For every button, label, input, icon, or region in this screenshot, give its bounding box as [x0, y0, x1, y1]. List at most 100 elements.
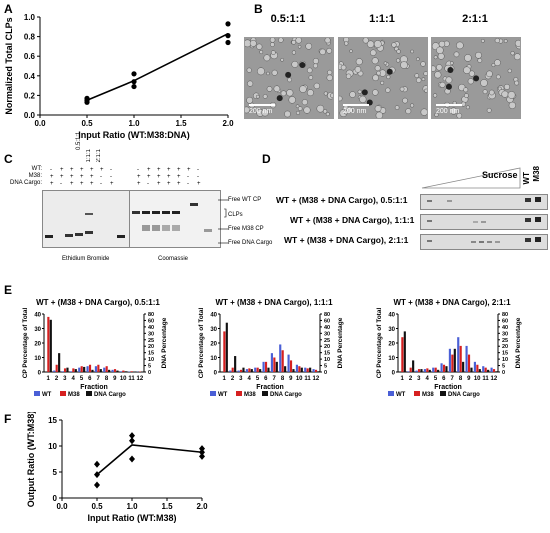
- bar-wt: [457, 337, 460, 372]
- legend-swatch: [388, 391, 394, 396]
- x-tick-label: 1: [46, 376, 50, 382]
- label-free-m38-cp: Free M38 CP: [228, 226, 264, 232]
- x-tick-label: 0.0: [34, 119, 46, 128]
- x-tick-label: 5: [80, 376, 84, 382]
- virus-particle: [421, 77, 426, 81]
- virus-particle: [438, 40, 446, 48]
- x-tick-label: 12: [136, 376, 143, 382]
- virus-particle: [486, 70, 493, 78]
- bar-m38: [130, 371, 133, 372]
- d-row-1: WT + (M38 + DNA Cargo), 1:1:1: [290, 215, 415, 225]
- virus-particle: [436, 64, 443, 71]
- virus-particle: [249, 39, 257, 47]
- y-tick-label-right: 5: [148, 364, 151, 370]
- bar-m38: [298, 366, 301, 372]
- y-axis-title: CP Percentage of Total: [198, 308, 205, 379]
- bar-dna-cargo: [420, 369, 423, 372]
- ratio-0.5: 0.5:1:1: [76, 131, 82, 150]
- x-tick-label: 0.5: [91, 502, 103, 511]
- y-tick-label-right: 40: [148, 325, 154, 331]
- virus-particle: [394, 105, 400, 110]
- legend-swatch: [440, 391, 446, 396]
- virus-particle: [468, 70, 475, 77]
- virus-particle: [255, 94, 260, 99]
- bar-dna-cargo: [250, 369, 253, 372]
- virus-particle: [383, 61, 388, 65]
- y-tick-label: 10: [48, 442, 57, 451]
- bar-m38: [451, 354, 454, 372]
- virus-particle: [416, 77, 422, 83]
- legend-swatch: [60, 391, 66, 396]
- svg-text:+: +: [177, 174, 181, 180]
- panel-label-b: B: [254, 2, 263, 16]
- x-tick-label: 2: [409, 376, 413, 382]
- virus-particle: [433, 55, 438, 60]
- d-gel-strip-1: [420, 214, 548, 230]
- y-tick-label-right: 10: [324, 357, 330, 363]
- x-tick-label: 3: [239, 376, 243, 382]
- bar-wt: [440, 363, 443, 372]
- x-tick-label: 1.0: [128, 119, 140, 128]
- y-axis-title-right: DNA Percentage: [337, 317, 344, 368]
- virus-particle: [449, 61, 454, 66]
- virus-particle: [330, 93, 333, 98]
- bar-m38: [434, 367, 437, 372]
- y-tick-label: 30: [34, 327, 41, 333]
- virus-particle: [496, 74, 501, 80]
- x-tick-label: 0.0: [56, 502, 68, 511]
- x-tick-label: 10: [296, 376, 303, 382]
- svg-text:+: +: [50, 181, 54, 187]
- data-point: [225, 21, 231, 27]
- bar-m38: [231, 367, 234, 372]
- virus-particle: [354, 66, 362, 73]
- legend-swatch: [236, 391, 242, 396]
- virus-particle: [257, 67, 265, 76]
- virus-particle: [245, 106, 250, 114]
- y-tick-label: 15: [48, 416, 57, 425]
- svg-text:+: +: [147, 174, 151, 180]
- virus-particle: [286, 89, 294, 97]
- d-row-0.5: WT + (M38 + DNA Cargo), 0.5:1:1: [276, 195, 408, 205]
- bar-dna-cargo: [462, 361, 465, 372]
- dark-spot: [285, 71, 292, 78]
- y-tick-label-right: 25: [502, 338, 508, 344]
- x-tick-label: 8: [281, 376, 285, 382]
- y-tick-label: 30: [210, 327, 217, 333]
- virus-particle: [376, 70, 381, 76]
- bar-wt: [295, 364, 298, 372]
- bar-m38: [409, 367, 412, 372]
- svg-text:+: +: [187, 167, 191, 173]
- y-tick-label-right: 60: [324, 318, 330, 324]
- virus-particle: [246, 96, 254, 104]
- x-tick-label: 1: [400, 376, 404, 382]
- y-tick-label: 10: [34, 356, 41, 362]
- y-tick-label: 30: [388, 327, 395, 333]
- virus-particle: [374, 105, 382, 112]
- y-tick-label-right: 15: [148, 351, 154, 357]
- em-title-0.5: 0.5:1:1: [270, 13, 306, 25]
- bar-m38: [105, 366, 108, 372]
- bar-dna-cargo: [309, 367, 312, 372]
- x-tick-label: 8: [105, 376, 109, 382]
- bar-dna-cargo: [445, 366, 448, 372]
- virus-particle: [503, 83, 510, 90]
- bar-m38: [47, 316, 50, 372]
- bar-wt: [423, 369, 426, 372]
- data-point: [225, 33, 231, 39]
- x-tick-label: 9: [467, 376, 471, 382]
- label-free-dna-cargo: Free DNA Cargo: [228, 240, 273, 246]
- x-tick-label: 3: [417, 376, 421, 382]
- virus-particle: [371, 57, 379, 65]
- x-tick-label: 6: [88, 376, 92, 382]
- data-point: [131, 83, 137, 90]
- dark-spot: [445, 83, 452, 90]
- bar-dna-cargo: [470, 367, 473, 372]
- x-tick-label: 7: [272, 376, 276, 382]
- x-tick-label: 2.0: [222, 119, 234, 128]
- svg-text:-: -: [60, 181, 62, 187]
- virus-particle: [287, 77, 292, 83]
- bar-wt: [78, 367, 81, 372]
- virus-particle: [370, 49, 377, 56]
- x-tick-label: 4: [71, 376, 75, 382]
- y-axis-title: Normalized Total CLPs: [4, 17, 14, 114]
